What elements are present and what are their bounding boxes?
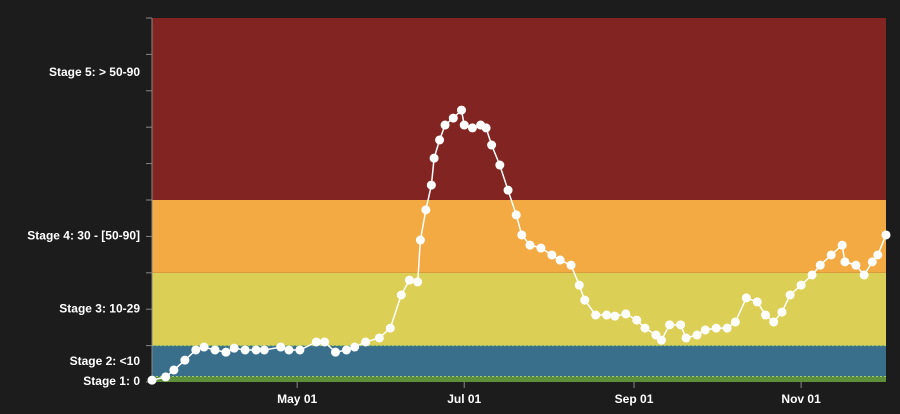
data-point bbox=[632, 315, 642, 325]
data-point bbox=[867, 257, 877, 267]
data-point bbox=[621, 309, 631, 319]
data-point bbox=[426, 180, 436, 190]
x-tick-label: Nov 01 bbox=[781, 392, 821, 406]
data-point bbox=[826, 250, 836, 260]
data-point bbox=[591, 310, 601, 320]
y-tick-label: Stage 3: 10-29 bbox=[59, 301, 140, 315]
y-tick-label: Stage 2: <10 bbox=[70, 354, 141, 368]
data-point bbox=[161, 372, 171, 382]
data-point bbox=[785, 290, 795, 300]
data-point bbox=[730, 317, 740, 327]
data-point bbox=[602, 310, 612, 320]
data-point bbox=[467, 123, 477, 133]
data-point bbox=[722, 323, 732, 333]
x-tick-label: May 01 bbox=[277, 392, 317, 406]
stage-band bbox=[152, 376, 886, 382]
data-point bbox=[415, 235, 425, 245]
data-point bbox=[284, 345, 294, 355]
data-point bbox=[881, 230, 891, 240]
y-tick-label: Stage 4: 30 - [50-90] bbox=[27, 229, 140, 243]
data-point bbox=[741, 293, 751, 303]
data-point bbox=[311, 337, 321, 347]
data-point bbox=[840, 257, 850, 267]
data-point bbox=[640, 323, 650, 333]
y-tick-label: Stage 1: 0 bbox=[83, 374, 140, 388]
data-point bbox=[385, 323, 395, 333]
data-point bbox=[361, 337, 371, 347]
data-point bbox=[229, 343, 239, 353]
data-point bbox=[448, 113, 458, 123]
data-point bbox=[807, 270, 817, 280]
data-point bbox=[487, 140, 497, 150]
data-point bbox=[692, 330, 702, 340]
data-point bbox=[374, 333, 384, 343]
data-point bbox=[421, 205, 431, 215]
data-point bbox=[610, 311, 620, 321]
data-point bbox=[873, 250, 883, 260]
data-point bbox=[169, 365, 179, 375]
data-point bbox=[665, 320, 675, 330]
stage-band bbox=[152, 272, 886, 346]
x-tick-label: Jul 01 bbox=[447, 392, 481, 406]
data-point bbox=[259, 345, 269, 355]
data-point bbox=[676, 320, 686, 330]
data-point bbox=[574, 280, 584, 290]
data-point bbox=[580, 295, 590, 305]
data-point bbox=[481, 123, 491, 133]
data-point bbox=[503, 185, 513, 195]
data-point bbox=[295, 345, 305, 355]
data-point bbox=[180, 355, 190, 365]
data-point bbox=[396, 290, 406, 300]
data-point bbox=[511, 210, 521, 220]
data-point bbox=[700, 325, 710, 335]
data-point bbox=[320, 337, 330, 347]
data-point bbox=[147, 375, 157, 385]
data-point bbox=[276, 342, 286, 352]
stage-band bbox=[152, 345, 886, 377]
data-point bbox=[210, 345, 220, 355]
data-point bbox=[656, 335, 666, 345]
data-point bbox=[495, 160, 505, 170]
data-point bbox=[191, 345, 201, 355]
data-point bbox=[435, 135, 445, 145]
x-tick-label: Sep 01 bbox=[615, 392, 654, 406]
data-point bbox=[536, 243, 546, 253]
data-point bbox=[525, 240, 535, 250]
data-point bbox=[221, 347, 231, 357]
data-point bbox=[517, 230, 527, 240]
data-point bbox=[851, 260, 861, 270]
data-point bbox=[404, 275, 414, 285]
y-tick-label: Stage 5: > 50-90 bbox=[49, 65, 140, 79]
data-point bbox=[711, 323, 721, 333]
data-point bbox=[331, 347, 340, 357]
data-point bbox=[341, 345, 351, 355]
data-point bbox=[413, 277, 423, 287]
data-point bbox=[199, 342, 209, 352]
data-point bbox=[777, 307, 787, 317]
data-point bbox=[456, 105, 466, 115]
stage-band bbox=[152, 18, 886, 200]
data-point bbox=[752, 297, 762, 307]
data-point bbox=[566, 260, 576, 270]
data-point bbox=[251, 345, 261, 355]
data-point bbox=[769, 317, 779, 327]
data-point bbox=[796, 280, 806, 290]
data-point bbox=[547, 250, 557, 260]
data-point bbox=[837, 240, 847, 250]
data-point bbox=[555, 255, 565, 265]
data-point bbox=[240, 345, 250, 355]
data-point bbox=[429, 153, 439, 163]
data-point bbox=[440, 120, 450, 130]
data-point bbox=[350, 342, 360, 352]
data-point bbox=[459, 120, 469, 130]
data-point bbox=[760, 310, 770, 320]
data-point bbox=[815, 260, 825, 270]
data-point bbox=[681, 333, 691, 343]
data-point bbox=[859, 270, 869, 280]
